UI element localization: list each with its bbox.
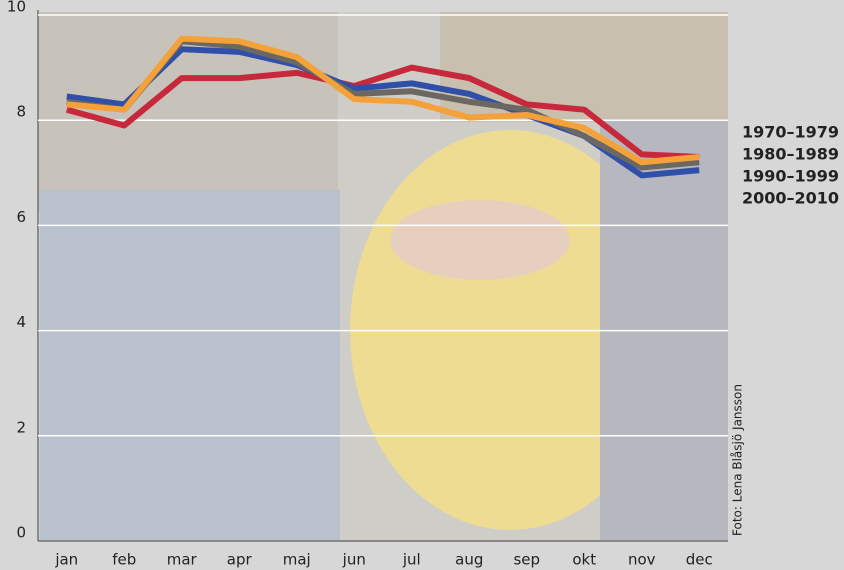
y-tick-label: 6 [16, 208, 26, 226]
x-tick-label: apr [227, 551, 253, 569]
y-tick-label: 4 [16, 313, 26, 331]
x-tick-label: feb [112, 551, 136, 569]
photo-credit: Foto: Lena Blåsjö Jansson [731, 384, 745, 536]
x-tick-label: nov [628, 551, 656, 569]
y-tick-label: 8 [16, 103, 26, 121]
line-series [65, 64, 700, 161]
legend-entry: 2000–2010 [742, 189, 839, 208]
x-tick-label: aug [455, 551, 483, 569]
x-tick-label: jul [402, 551, 421, 569]
x-tick-label: mar [167, 551, 198, 569]
legend-entry: 1990–1999 [742, 167, 839, 186]
y-tick-label: 2 [16, 418, 26, 436]
x-tick-label: jun [342, 551, 366, 569]
x-tick-label: sep [513, 551, 540, 569]
y-tick-label: 0 [16, 524, 26, 542]
legend-entry: 1980–1989 [742, 145, 839, 164]
x-tick-label: okt [572, 551, 596, 569]
x-tick-label: maj [283, 551, 311, 569]
x-tick-label: jan [54, 551, 78, 569]
y-tick-label: 10 [7, 0, 26, 16]
x-tick-label: dec [686, 551, 713, 569]
line-series [66, 35, 700, 166]
legend-entry: 1970–1979 [742, 123, 839, 142]
